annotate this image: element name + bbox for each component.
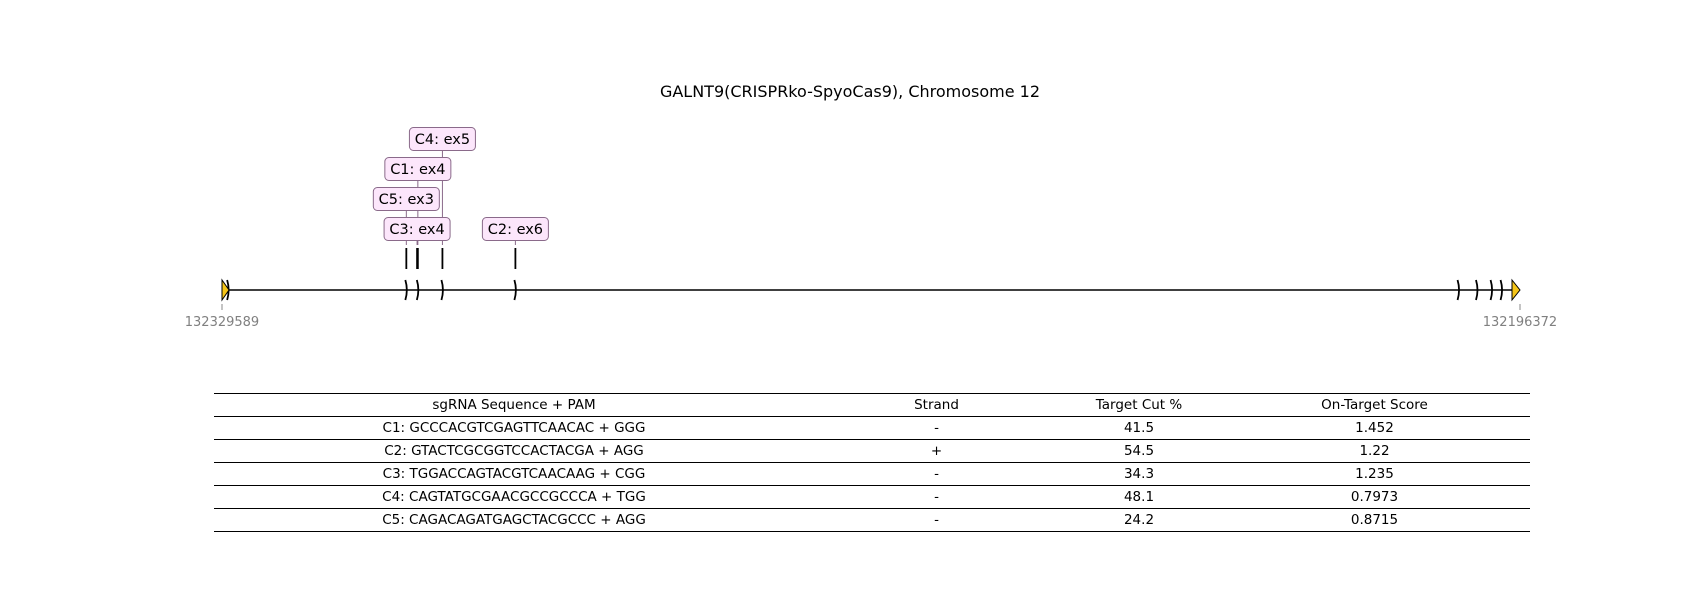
cell-cut: 48.1 bbox=[1059, 485, 1219, 509]
cell-strand: - bbox=[814, 508, 1059, 532]
guide-label: C3: ex4 bbox=[389, 222, 444, 238]
cell-strand: - bbox=[814, 485, 1059, 509]
table-row: C1: GCCCACGTCGAGTTCAACAC + GGG - 41.5 1.… bbox=[214, 416, 1530, 440]
guide-label-box bbox=[383, 217, 451, 241]
cell-sequence: C3: TGGACCAGTACGTCAACAAG + CGG bbox=[214, 462, 814, 486]
cell-score: 0.7973 bbox=[1219, 485, 1530, 509]
exon-mark bbox=[1456, 279, 1460, 301]
guide-label-box bbox=[408, 127, 476, 151]
cell-score: 1.452 bbox=[1219, 416, 1530, 440]
header-strand: Strand bbox=[814, 393, 1059, 417]
sgrna-table: sgRNA Sequence + PAM Strand Target Cut %… bbox=[214, 393, 1530, 532]
guide-label: C2: ex6 bbox=[488, 222, 543, 238]
guide-label: C1: ex4 bbox=[390, 162, 445, 178]
exon-mark bbox=[440, 279, 444, 301]
exon-mark bbox=[1475, 279, 1479, 301]
exon-mark bbox=[1489, 279, 1493, 301]
cell-score: 1.235 bbox=[1219, 462, 1530, 486]
guide-label: C5: ex3 bbox=[379, 192, 434, 208]
header-cut: Target Cut % bbox=[1059, 393, 1219, 417]
gene-end-coordinate: 132196372 bbox=[1483, 315, 1557, 330]
header-score: On-Target Score bbox=[1219, 393, 1530, 417]
cell-sequence: C4: CAGTATGCGAACGCCGCCCA + TGG bbox=[214, 485, 814, 509]
gene-diagram: C4: ex5 C1: ex4 C5: ex3 C3: ex4 C2: ex6 1323… bbox=[185, 127, 1557, 330]
exon-mark bbox=[415, 279, 420, 301]
figure-title: GALNT9(CRISPRko-SpyoCas9), Chromosome 12 bbox=[659, 82, 1041, 101]
cell-cut: 41.5 bbox=[1059, 416, 1219, 440]
cell-cut: 24.2 bbox=[1059, 508, 1219, 532]
exon-mark bbox=[1499, 279, 1503, 301]
cell-cut: 34.3 bbox=[1059, 462, 1219, 486]
gene-start-coordinate: 132329589 bbox=[185, 315, 259, 330]
cell-score: 0.8715 bbox=[1219, 508, 1530, 532]
table-row: C4: CAGTATGCGAACGCCGCCCA + TGG - 48.1 0.… bbox=[214, 485, 1530, 509]
guide-label-box bbox=[372, 187, 440, 211]
cell-cut: 54.5 bbox=[1059, 439, 1219, 463]
table-header-row: sgRNA Sequence + PAM Strand Target Cut %… bbox=[214, 393, 1530, 417]
table-row: C3: TGGACCAGTACGTCAACAAG + CGG - 34.3 1.… bbox=[214, 462, 1530, 486]
cell-strand: - bbox=[814, 416, 1059, 440]
table-row: C2: GTACTCGCGGTCCACTACGA + AGG + 54.5 1.… bbox=[214, 439, 1530, 463]
cell-sequence: C1: GCCCACGTCGAGTTCAACAC + GGG bbox=[214, 416, 814, 440]
gene-end-arrow bbox=[1511, 278, 1521, 302]
cell-sequence: C5: CAGACAGATGAGCTACGCCC + AGG bbox=[214, 508, 814, 532]
gene-start-arrow bbox=[221, 278, 230, 302]
guide-label-box bbox=[481, 217, 549, 241]
cell-score: 1.22 bbox=[1219, 439, 1530, 463]
cell-strand: + bbox=[814, 439, 1059, 463]
guide-labels: C4: ex5 C1: ex4 C5: ex3 C3: ex4 C2: ex6 bbox=[372, 127, 549, 269]
guide-label-box bbox=[384, 157, 452, 181]
table-row: C5: CAGACAGATGAGCTACGCCC + AGG - 24.2 0.… bbox=[214, 508, 1530, 532]
header-sequence: sgRNA Sequence + PAM bbox=[214, 393, 814, 417]
cell-sequence: C2: GTACTCGCGGTCCACTACGA + AGG bbox=[214, 439, 814, 463]
cell-strand: - bbox=[814, 462, 1059, 486]
guide-label: C4: ex5 bbox=[415, 132, 470, 148]
exon-mark bbox=[513, 279, 517, 301]
exon-mark bbox=[404, 279, 408, 301]
